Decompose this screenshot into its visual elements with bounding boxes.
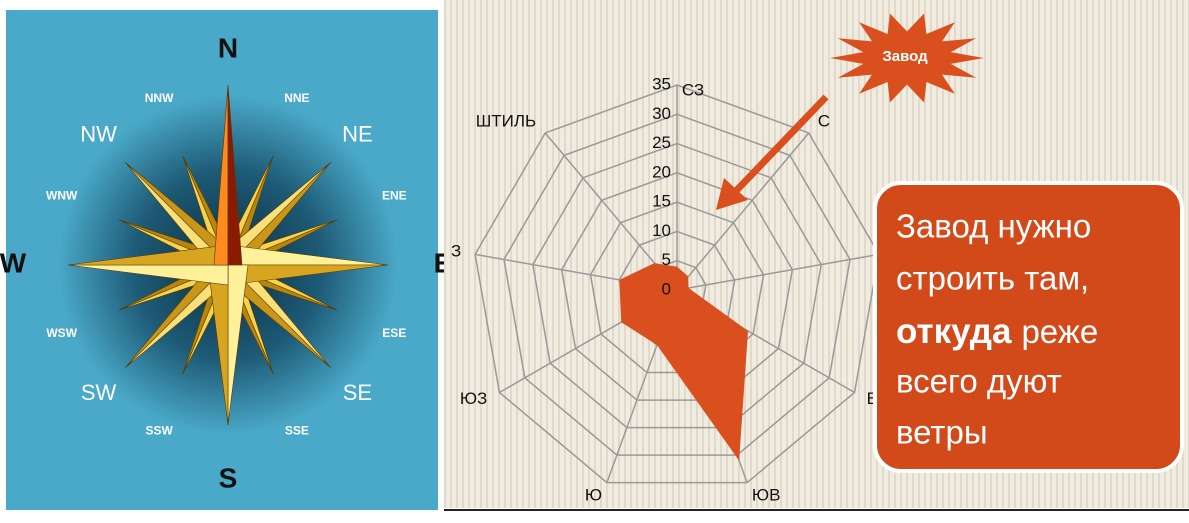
grid-line xyxy=(560,172,794,401)
category-label: З xyxy=(451,241,461,260)
box-line: реже xyxy=(1021,313,1098,350)
box-line: ветры xyxy=(896,414,988,451)
compass-label: WNW xyxy=(46,188,78,202)
grid-line xyxy=(532,142,822,429)
star-ray xyxy=(227,84,243,266)
compass-label: WSW xyxy=(46,326,77,340)
radar-chart: 0 5 10 15 20 25 30 35 СЗ С В ЮВ Ю ЮЗ З ШТИЛЬ xyxy=(451,74,880,504)
compass-label: S xyxy=(219,462,238,493)
grid-line xyxy=(503,113,851,456)
box-text: Завод нужно строить там, откуда реже всег… xyxy=(896,208,1098,451)
r-tick-label: 35 xyxy=(652,74,671,93)
spoke xyxy=(676,132,810,291)
grid-line xyxy=(474,84,880,484)
compass-label: ESE xyxy=(382,326,406,340)
r-tick-label: 10 xyxy=(652,221,671,240)
compass-label: W xyxy=(0,247,27,278)
box-bold: откуда xyxy=(896,312,1012,351)
burst-shape xyxy=(830,13,984,103)
r-tick-label: 30 xyxy=(652,104,671,123)
burst-label: Завод xyxy=(882,48,928,65)
arrow-shaft xyxy=(732,94,829,195)
burst: Завод xyxy=(830,13,984,103)
compass-label: NNE xyxy=(284,91,309,105)
compass-label: N xyxy=(218,32,238,63)
box-line: строить там, xyxy=(896,260,1089,297)
compass-label: SSE xyxy=(285,423,309,437)
r-tick-label: 25 xyxy=(652,133,671,152)
compass-label: NE xyxy=(342,121,373,146)
box-line: всего дуют xyxy=(896,363,1062,400)
compass-label: SW xyxy=(81,380,117,405)
compass-label: NNW xyxy=(145,91,174,105)
compass-star xyxy=(67,84,389,426)
arrow-head xyxy=(716,178,748,210)
category-label: В xyxy=(867,389,878,408)
r-tick-label: 15 xyxy=(652,192,671,211)
box-line: откуда реже xyxy=(896,312,1098,351)
r-tick-label: 0 xyxy=(662,279,671,298)
box-line: Завод нужно xyxy=(896,208,1091,245)
compass-label: SSW xyxy=(145,423,173,437)
r-tick-label: 5 xyxy=(662,250,671,269)
arrow xyxy=(716,94,829,210)
category-label: СЗ xyxy=(682,80,704,99)
radar-area xyxy=(619,263,749,461)
compass-label: ENE xyxy=(382,188,407,202)
compass-label: SE xyxy=(343,380,372,405)
category-label: Ю xyxy=(585,485,602,504)
spoke xyxy=(676,253,880,291)
category-label: ШТИЛЬ xyxy=(476,112,537,131)
text-box xyxy=(873,181,1184,473)
r-tick-label: 20 xyxy=(652,162,671,181)
category-label: С xyxy=(818,112,830,131)
compass-label: NW xyxy=(80,121,117,146)
category-label: ЮЗ xyxy=(460,389,487,408)
category-label: ЮВ xyxy=(752,485,781,504)
